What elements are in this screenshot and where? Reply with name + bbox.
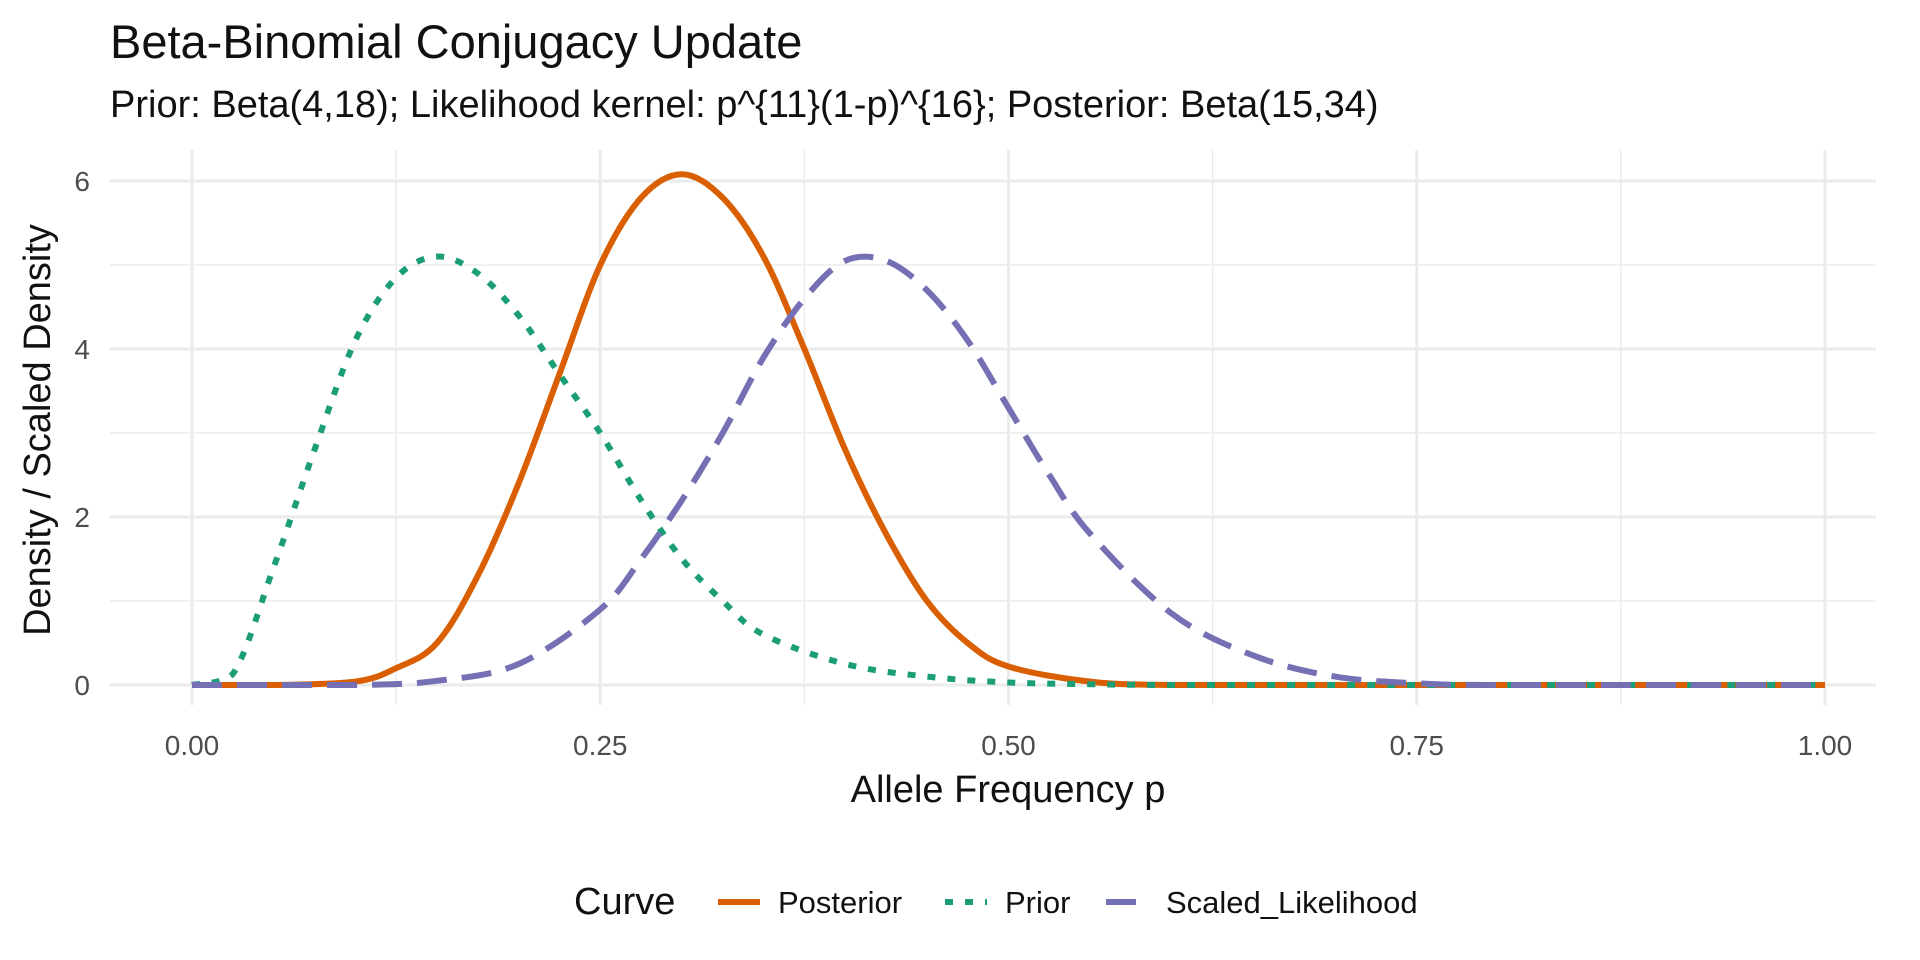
y-axis-title: Density / Scaled Density (17, 224, 59, 636)
x-tick-label: 1.00 (1798, 730, 1853, 761)
y-tick-label: 6 (74, 166, 90, 197)
tick-labels: 0.00 0.25 0.50 0.75 1.00 0 2 4 6 (74, 166, 1852, 761)
x-tick-label: 0.50 (981, 730, 1036, 761)
x-axis-title: Allele Frequency p (851, 769, 1166, 811)
legend-title: Curve (574, 881, 675, 923)
legend-label-posterior: Posterior (778, 885, 902, 920)
x-tick-label: 0.25 (573, 730, 628, 761)
series-line-scaled-likelihood (191, 253, 1825, 689)
grid-lines (110, 150, 1876, 705)
chart-subtitle: Prior: Beta(4,18); Likelihood kernel: p^… (110, 84, 1379, 126)
chart-title: Beta-Binomial Conjugacy Update (110, 15, 803, 68)
legend-items: Posterior Prior Scaled_Likelihood (718, 885, 1418, 920)
y-tick-label: 2 (74, 502, 90, 533)
y-tick-label: 0 (74, 670, 90, 701)
legend-label-prior: Prior (1005, 885, 1070, 920)
series-lines (191, 171, 1825, 689)
legend: Curve Posterior Prior Scaled_Likelihood (574, 881, 1418, 923)
x-tick-label: 0.00 (165, 730, 220, 761)
x-tick-label: 0.75 (1390, 730, 1445, 761)
y-tick-label: 4 (74, 334, 90, 365)
legend-label-scaled-likelihood: Scaled_Likelihood (1166, 885, 1418, 920)
